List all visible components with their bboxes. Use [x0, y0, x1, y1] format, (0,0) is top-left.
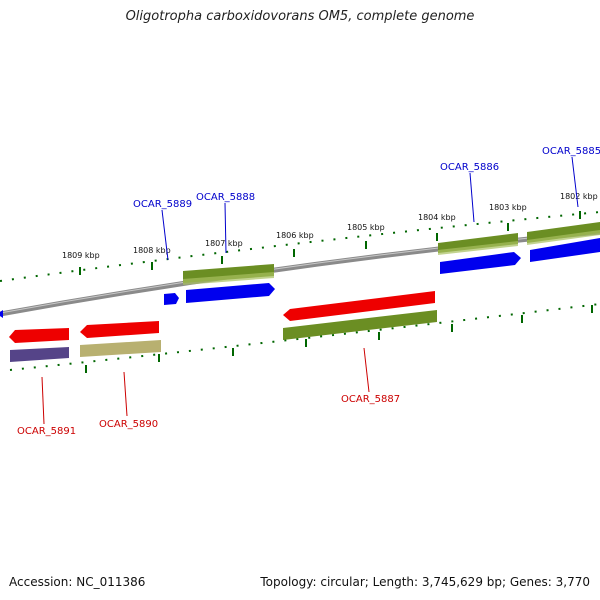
gene-arrow-OCAR_5888[interactable] [186, 283, 275, 303]
gene-label[interactable]: OCAR_5887 [341, 394, 400, 405]
gene-label[interactable]: OCAR_5885 [542, 146, 600, 157]
gene-label[interactable]: OCAR_5890 [99, 419, 158, 430]
accession-text: Accession: NC_011386 [9, 575, 146, 589]
reverse-cds-track [10, 310, 437, 362]
gene-arrow-OCAR_5887[interactable] [283, 291, 435, 321]
genome-summary-text: Topology: circular; Length: 3,745,629 bp… [260, 575, 590, 589]
scale-labels: 1809 kbp 1808 kbp 1807 kbp 1806 kbp 1805… [62, 192, 598, 260]
cds-feature[interactable] [183, 272, 274, 285]
scale-label: 1804 kbp [418, 213, 456, 222]
gene-arrow-OCAR_5885[interactable] [530, 238, 600, 262]
label-connectors [41, 156, 579, 425]
gene-arrow-OCAR_5886[interactable] [440, 252, 521, 274]
gene-labels: OCAR_5889 OCAR_5888 OCAR_5886 OCAR_5885 … [17, 146, 600, 437]
cds-feature[interactable] [80, 340, 161, 357]
cds-feature[interactable] [283, 310, 437, 340]
gene-label[interactable]: OCAR_5889 [133, 199, 192, 210]
scale-label: 1803 kbp [489, 203, 527, 212]
scale-label: 1806 kbp [276, 231, 314, 240]
cds-feature[interactable] [438, 241, 518, 255]
gene-label[interactable]: OCAR_5891 [17, 426, 76, 437]
cds-feature[interactable] [527, 230, 600, 245]
scale-label: 1802 kbp [560, 192, 598, 201]
map-title: Oligotropha carboxidovorans OM5, complet… [125, 9, 475, 24]
major-ticks [79, 211, 593, 373]
scale-label: 1808 kbp [133, 246, 171, 255]
gene-arrow-OCAR_5889[interactable] [164, 293, 179, 305]
gene-label[interactable]: OCAR_5886 [440, 162, 499, 173]
forward-gene-track [0, 238, 600, 318]
reverse-gene-track [9, 291, 435, 343]
gene-label[interactable]: OCAR_5888 [196, 192, 255, 203]
gene-arrow-OCAR_5890[interactable] [80, 321, 159, 338]
scale-label: 1807 kbp [205, 239, 243, 248]
forward-cds-track [183, 222, 600, 285]
cds-feature[interactable] [10, 347, 69, 362]
scale-label: 1805 kbp [347, 223, 385, 232]
gene-arrow-partial[interactable] [0, 310, 3, 318]
gene-arrow-OCAR_5891[interactable] [9, 328, 69, 343]
upper-tick-row [0, 211, 600, 282]
scale-label: 1809 kbp [62, 251, 100, 260]
